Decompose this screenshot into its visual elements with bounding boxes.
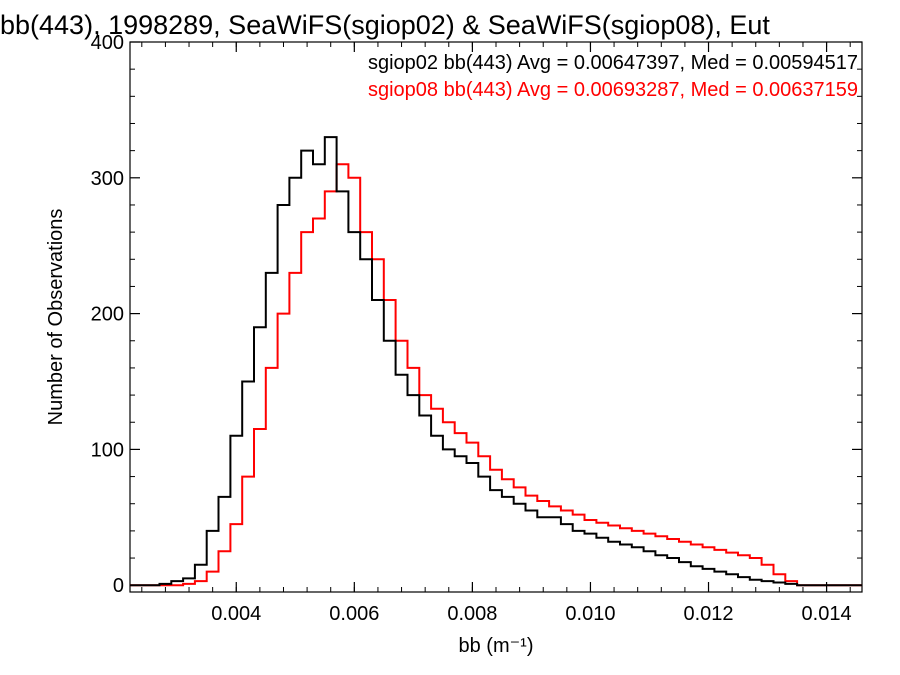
x-axis-ticks: 0.004 0.006 0.008 0.010 0.012 0.014 [141,42,852,625]
histogram-series-sgiop08 [130,163,862,587]
x-tick-label: 0.014 [802,603,852,625]
x-tick-label: 0.004 [211,603,261,625]
y-tick-label: 200 [91,304,124,326]
y-axis-ticks: 0 100 200 300 400 [91,32,862,597]
x-tick-label: 0.006 [329,603,379,625]
x-tick-label: 0.010 [565,603,615,625]
y-tick-label: 400 [91,32,124,54]
series-layer [130,136,862,587]
y-tick-label: 100 [91,439,124,461]
x-tick-label: 0.008 [447,603,497,625]
histogram-series-sgiop02 [130,136,862,587]
x-axis-label: bb (m⁻¹) [459,635,534,657]
y-axis-label: Number of Observations [45,209,67,426]
x-tick-label: 0.012 [683,603,733,625]
y-tick-label: 300 [91,168,124,190]
plot-frame [129,41,863,593]
chart-title: bb(443), 1998289, SeaWiFS(sgiop02) & Sea… [0,10,770,40]
plot-area: 0.004 0.006 0.008 0.010 0.012 0.014 0 100 200 30… [91,32,863,625]
annotation-sgiop02: sgiop02 bb(443) Avg = 0.00647397, Med = … [368,52,858,74]
annotation-sgiop08: sgiop08 bb(443) Avg = 0.00693287, Med = … [368,79,858,101]
y-tick-label: 0 [113,575,124,597]
